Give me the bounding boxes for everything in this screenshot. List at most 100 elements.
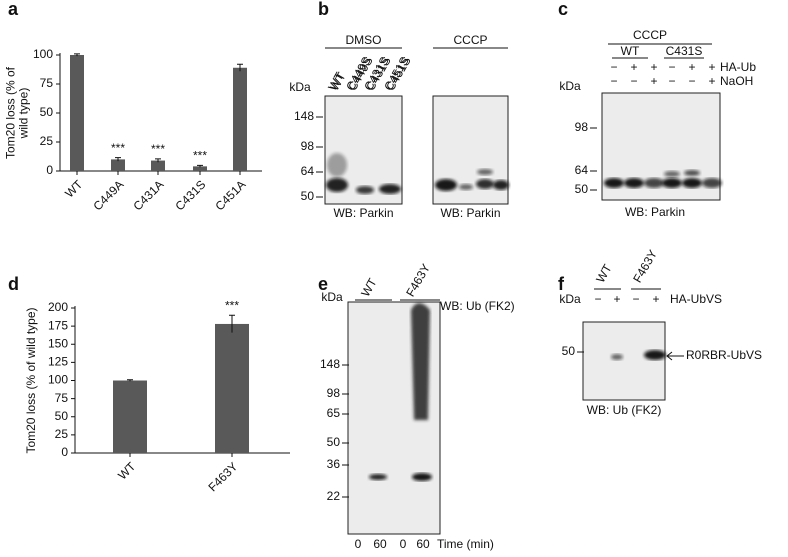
band	[662, 178, 682, 188]
group-label: CCCP	[453, 33, 487, 47]
y-axis-label: wild type)	[17, 88, 31, 140]
sign: −	[688, 74, 695, 88]
significance: ***	[151, 142, 165, 156]
blot-caption: WB: Ub (FK2)	[587, 403, 662, 417]
sign: −	[632, 292, 639, 306]
blot	[582, 321, 666, 401]
band	[326, 178, 348, 192]
sign: −	[594, 292, 601, 306]
y-tick-label: 100	[48, 373, 68, 387]
band	[604, 178, 624, 188]
sign: −	[610, 60, 617, 74]
band	[611, 354, 623, 360]
group-label: WT	[621, 44, 640, 58]
time-label: 60	[373, 537, 387, 551]
group-label: CCCP	[633, 28, 667, 42]
marker-label: 36	[327, 457, 341, 471]
bar	[193, 166, 207, 171]
blot-label: WB: Ub (FK2)	[440, 299, 515, 313]
significance: ***	[111, 141, 125, 155]
lane-label: WT	[358, 275, 380, 299]
y-tick-label: 25	[40, 134, 54, 148]
sign: +	[650, 74, 657, 88]
y-tick-label: 175	[48, 318, 68, 332]
band	[644, 350, 666, 360]
arrow-label: R0RBR-UbVS	[686, 348, 762, 362]
panel-label: c	[558, 0, 568, 19]
lane-label: F463Y	[630, 247, 660, 285]
x-tick-label: F463Y	[205, 459, 240, 494]
band	[369, 474, 387, 480]
smear	[411, 303, 430, 420]
group-label: DMSO	[346, 33, 382, 47]
significance: ***	[225, 298, 239, 312]
significance: ***	[193, 149, 207, 163]
marker-label: 98	[301, 139, 315, 153]
y-tick-label: 0	[46, 163, 53, 177]
sign: +	[652, 292, 659, 306]
band	[459, 184, 473, 190]
time-label: 60	[416, 537, 430, 551]
lane-label: WT	[593, 261, 615, 285]
x-tick-label: WT	[62, 177, 86, 201]
sign: +	[688, 60, 695, 74]
marker-label: 64	[575, 163, 589, 177]
kda-label: kDa	[321, 290, 343, 304]
marker-label: 98	[327, 386, 341, 400]
band	[356, 186, 374, 194]
band	[684, 170, 700, 176]
y-tick-label: 200	[48, 300, 68, 314]
band	[624, 178, 644, 188]
marker-label: 50	[301, 189, 315, 203]
marker-label: 50	[327, 435, 341, 449]
y-axis-label: Tom20 loss (% of wild type)	[24, 307, 38, 453]
y-tick-label: 50	[55, 409, 69, 423]
marker-label: 148	[294, 109, 314, 123]
error-bar	[74, 53, 80, 57]
time-label: 0	[400, 537, 407, 551]
error-bar	[115, 157, 121, 162]
sign: −	[668, 60, 675, 74]
row-label: HA-Ub	[720, 60, 756, 74]
blot-caption: WB: Parkin	[625, 205, 685, 219]
marker-label: 65	[327, 406, 341, 420]
y-tick-label: 50	[40, 105, 54, 119]
band	[476, 179, 494, 189]
error-bar	[229, 314, 235, 333]
y-tick-label: 150	[48, 336, 68, 350]
y-tick-label: 125	[48, 355, 68, 369]
error-bar	[237, 63, 243, 72]
y-tick-label: 0	[61, 445, 68, 459]
blot-caption: WB: Parkin	[333, 206, 393, 220]
band	[644, 178, 664, 188]
sign: +	[630, 60, 637, 74]
time-label: 0	[355, 537, 362, 551]
panel-label: f	[558, 274, 565, 294]
bar	[111, 159, 125, 171]
panel-label: b	[318, 0, 329, 19]
marker-label: 64	[301, 164, 315, 178]
bar	[70, 55, 84, 171]
group-label: C431S	[666, 44, 703, 58]
band	[477, 169, 493, 175]
band	[412, 473, 432, 481]
x-tick-label: C431S	[173, 177, 209, 213]
sign: +	[708, 60, 715, 74]
band	[493, 180, 509, 190]
bar	[151, 160, 165, 171]
error-bar	[127, 379, 133, 382]
bar	[113, 380, 147, 453]
sign: −	[668, 74, 675, 88]
panel-label: d	[8, 274, 19, 294]
error-bar	[197, 164, 203, 168]
x-tick-label: WT	[115, 459, 139, 483]
error-bar	[155, 158, 161, 163]
arrow	[666, 351, 684, 361]
y-tick-label: 75	[40, 76, 54, 90]
marker-label: 148	[320, 357, 340, 371]
y-tick-label: 75	[55, 391, 69, 405]
panel-label: e	[318, 274, 328, 294]
band	[664, 171, 680, 177]
sign: +	[613, 292, 620, 306]
